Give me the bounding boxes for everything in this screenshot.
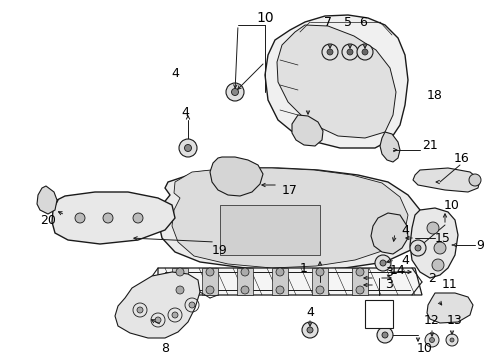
Polygon shape [237, 268, 252, 295]
Polygon shape [172, 268, 187, 295]
Polygon shape [370, 213, 407, 254]
Text: 20: 20 [40, 213, 56, 226]
Polygon shape [158, 168, 424, 270]
Text: 21: 21 [421, 139, 437, 152]
Circle shape [315, 286, 324, 294]
Circle shape [184, 144, 191, 152]
Polygon shape [172, 168, 407, 268]
Circle shape [431, 259, 443, 271]
Circle shape [428, 338, 434, 342]
Circle shape [424, 333, 438, 347]
Circle shape [409, 240, 425, 256]
Text: 4: 4 [181, 105, 188, 118]
Circle shape [189, 302, 195, 308]
Circle shape [426, 222, 438, 234]
Polygon shape [115, 272, 200, 338]
Circle shape [445, 334, 457, 346]
Text: 13: 13 [446, 314, 462, 327]
Circle shape [326, 49, 332, 55]
Text: 9: 9 [475, 239, 483, 252]
Circle shape [275, 268, 284, 276]
Text: 8: 8 [161, 342, 169, 355]
Circle shape [205, 286, 214, 294]
Text: 4: 4 [400, 224, 408, 237]
Circle shape [241, 268, 248, 276]
Circle shape [356, 44, 372, 60]
Circle shape [176, 286, 183, 294]
Circle shape [231, 89, 238, 95]
Text: 11: 11 [441, 279, 457, 292]
Circle shape [376, 327, 392, 343]
Circle shape [468, 174, 480, 186]
Polygon shape [276, 25, 395, 138]
Polygon shape [264, 15, 407, 148]
Text: 5: 5 [343, 15, 351, 28]
Circle shape [315, 268, 324, 276]
Text: 4: 4 [305, 306, 313, 319]
Text: 3: 3 [384, 279, 392, 292]
Polygon shape [426, 293, 472, 323]
Polygon shape [220, 205, 319, 255]
Circle shape [361, 49, 367, 55]
Text: 2: 2 [427, 271, 435, 284]
Circle shape [176, 268, 183, 276]
Polygon shape [52, 192, 175, 244]
Polygon shape [202, 268, 218, 295]
Circle shape [225, 83, 244, 101]
Circle shape [341, 44, 357, 60]
Text: 16: 16 [453, 152, 469, 165]
Polygon shape [412, 168, 479, 192]
Circle shape [103, 213, 113, 223]
Text: 1: 1 [300, 261, 307, 274]
Polygon shape [379, 132, 399, 162]
Polygon shape [271, 268, 287, 295]
Circle shape [172, 312, 178, 318]
Polygon shape [311, 268, 327, 295]
Circle shape [433, 242, 445, 254]
Text: 7: 7 [324, 15, 331, 28]
Text: 3: 3 [384, 266, 392, 279]
Polygon shape [409, 208, 457, 278]
Text: 4: 4 [171, 67, 179, 80]
Text: 10: 10 [443, 198, 459, 212]
Text: 17: 17 [282, 184, 297, 197]
Circle shape [275, 286, 284, 294]
Text: 10: 10 [256, 11, 273, 25]
Text: 19: 19 [212, 243, 227, 257]
Circle shape [321, 44, 337, 60]
Polygon shape [158, 268, 421, 295]
Text: 15: 15 [434, 231, 450, 244]
Polygon shape [291, 115, 323, 146]
FancyBboxPatch shape [364, 300, 392, 328]
Polygon shape [37, 186, 57, 214]
Circle shape [75, 213, 85, 223]
Text: 6: 6 [358, 15, 366, 28]
Polygon shape [209, 157, 263, 196]
Circle shape [137, 307, 142, 313]
Text: 18: 18 [426, 89, 442, 102]
Circle shape [374, 255, 390, 271]
Circle shape [346, 49, 352, 55]
Text: 10: 10 [416, 342, 432, 355]
Circle shape [133, 213, 142, 223]
Circle shape [306, 327, 312, 333]
Circle shape [302, 322, 317, 338]
Circle shape [355, 268, 363, 276]
Circle shape [205, 268, 214, 276]
Circle shape [155, 317, 161, 323]
Circle shape [449, 338, 453, 342]
Text: 4: 4 [400, 253, 408, 266]
Circle shape [381, 332, 387, 338]
Circle shape [179, 139, 197, 157]
Circle shape [241, 286, 248, 294]
Circle shape [414, 245, 420, 251]
Circle shape [355, 286, 363, 294]
Text: 14: 14 [389, 264, 405, 276]
Text: 12: 12 [423, 314, 439, 327]
Polygon shape [351, 268, 367, 295]
Circle shape [379, 260, 385, 266]
